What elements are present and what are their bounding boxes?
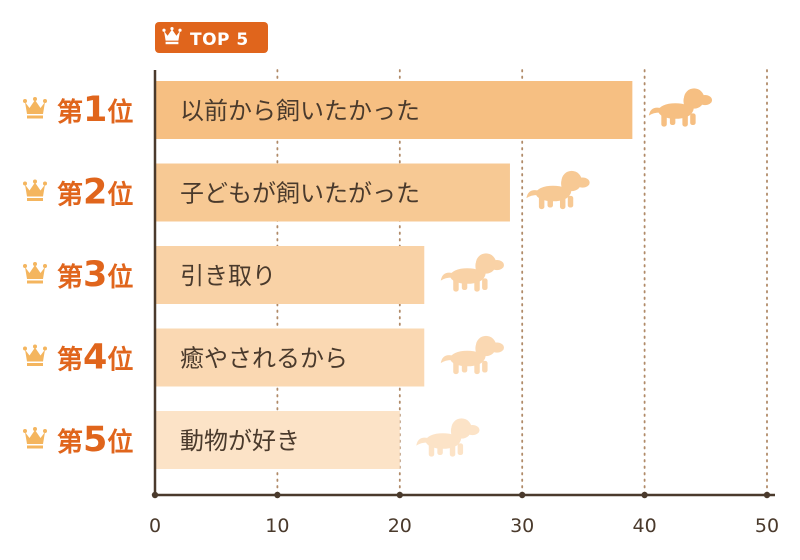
dog-icon (440, 335, 504, 375)
crown-icon (23, 344, 47, 366)
dogs (416, 88, 713, 457)
bar-label: 以前から飼いたかった (180, 97, 420, 125)
rank-label: 第4位 (57, 338, 133, 378)
x-tick-label: 0 (149, 515, 161, 537)
x-tick-mark (519, 491, 526, 499)
x-tick-mark (641, 491, 648, 499)
bar-label: 子どもが飼いたがった (180, 180, 420, 208)
crown-icon (23, 179, 47, 201)
crown-icon (23, 97, 47, 119)
dog-icon (648, 88, 713, 127)
rank-label: 第5位 (57, 420, 133, 460)
bar (155, 411, 400, 469)
axes (151, 70, 775, 499)
x-tick-mark (274, 491, 281, 499)
rank-label: 第2位 (57, 173, 133, 213)
x-tick-label: 40 (633, 515, 657, 537)
bar (155, 81, 633, 139)
grid (276, 69, 768, 496)
x-tick-label: 30 (510, 515, 534, 537)
x-tick-label: 10 (265, 515, 289, 537)
x-tick-mark (151, 491, 159, 499)
bar-label: 癒やされるから (180, 345, 348, 373)
x-tick-label: 20 (388, 515, 412, 537)
dog-icon (526, 170, 590, 210)
crown-icon (23, 427, 47, 449)
crown-icon (23, 262, 47, 284)
bar-label: 引き取り (180, 262, 276, 290)
x-tick-labels: 0 10 20 30 40 50 (149, 515, 779, 537)
x-tick-mark (763, 491, 771, 499)
x-tick-mark (396, 491, 403, 499)
badge-label: TOP 5 (190, 30, 249, 50)
x-tick-label: 50 (755, 515, 779, 537)
bar (155, 246, 425, 304)
dog-icon (416, 418, 480, 457)
dog-icon (440, 253, 504, 292)
bar (155, 163, 510, 222)
rank-label: 第1位 (57, 90, 133, 130)
rank-label: 第3位 (57, 255, 133, 295)
bar-label: 動物が好き (180, 427, 300, 455)
badge-background (155, 22, 268, 53)
top5-badge: TOP 5 (155, 22, 268, 53)
bar (155, 328, 425, 387)
